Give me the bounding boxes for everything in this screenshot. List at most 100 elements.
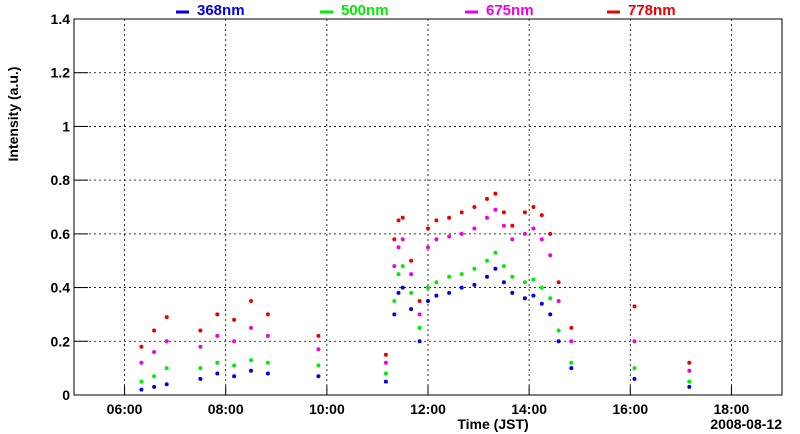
data-point xyxy=(164,366,169,371)
x-tick-label: 06:00 xyxy=(107,401,143,417)
data-point xyxy=(556,299,561,303)
data-point xyxy=(522,210,527,215)
data-point xyxy=(632,304,637,309)
data-point xyxy=(531,293,536,298)
data-point xyxy=(400,237,405,242)
x-tick-label: 18:00 xyxy=(714,401,750,417)
data-point xyxy=(396,272,401,277)
data-point xyxy=(472,226,477,231)
data-point xyxy=(232,374,237,379)
data-point xyxy=(493,266,498,271)
data-point xyxy=(501,264,506,269)
axes: 06:00 08:00 10:00 12:00 14:00 16:00 18:00 0 0.2 0… xyxy=(51,11,750,417)
data-point xyxy=(152,384,157,389)
data-point xyxy=(569,325,574,330)
data-point xyxy=(632,376,637,381)
data-point xyxy=(447,215,452,220)
data-point xyxy=(383,371,388,376)
y-tick-label: 1 xyxy=(62,118,70,134)
data-point xyxy=(687,368,692,373)
y-tick-label: 0 xyxy=(62,387,70,403)
data-point xyxy=(569,360,574,365)
data-point xyxy=(426,285,430,290)
data-point xyxy=(459,285,464,290)
data-point xyxy=(400,264,405,269)
data-point xyxy=(249,299,253,303)
data-point xyxy=(510,237,515,242)
data-point xyxy=(198,366,203,371)
y-tick-label: 1.4 xyxy=(51,11,71,27)
y-tick-label: 0.6 xyxy=(51,226,71,242)
data-point xyxy=(459,272,464,277)
data-point xyxy=(316,347,321,352)
data-point xyxy=(152,374,157,379)
data-point xyxy=(232,317,237,322)
data-point xyxy=(249,358,253,363)
data-point xyxy=(687,384,692,389)
date-label: 2008-08-12 xyxy=(710,416,782,432)
data-point xyxy=(139,344,144,349)
data-point xyxy=(687,360,692,365)
data-point xyxy=(392,264,397,269)
data-point xyxy=(493,250,498,255)
data-point xyxy=(531,205,536,209)
data-point xyxy=(539,237,544,242)
data-point xyxy=(139,360,144,365)
data-point xyxy=(164,339,169,344)
data-point xyxy=(548,296,553,301)
data-point xyxy=(447,274,452,279)
data-point xyxy=(632,366,637,371)
data-point xyxy=(396,218,401,223)
data-point xyxy=(459,210,464,215)
data-point xyxy=(316,363,321,368)
data-point xyxy=(152,350,157,354)
data-point xyxy=(417,312,422,317)
data-point xyxy=(249,325,253,330)
data-point xyxy=(485,215,489,220)
data-point xyxy=(493,207,498,212)
data-point xyxy=(215,312,220,317)
data-point xyxy=(539,285,544,290)
data-point xyxy=(687,379,692,384)
data-point xyxy=(501,210,506,215)
data-point xyxy=(472,205,477,209)
data-point xyxy=(409,272,414,277)
series-500nm xyxy=(139,250,692,384)
data-point xyxy=(396,245,401,250)
data-point xyxy=(198,376,203,381)
data-point xyxy=(215,333,220,338)
data-point xyxy=(434,280,439,285)
data-point xyxy=(383,379,388,384)
y-axis-label: Intensity (a.u.) xyxy=(5,67,21,162)
x-tick-label: 12:00 xyxy=(410,401,446,417)
data-point xyxy=(459,231,464,236)
data-point xyxy=(434,218,439,223)
data-point xyxy=(417,299,422,303)
data-point xyxy=(569,339,574,344)
legend-label: 675nm xyxy=(486,2,534,19)
data-point xyxy=(510,223,515,228)
data-point xyxy=(392,299,397,303)
data-point xyxy=(632,339,637,344)
data-point xyxy=(392,237,397,242)
x-tick-label: 10:00 xyxy=(309,401,345,417)
data-point xyxy=(409,290,414,295)
legend-label: 500nm xyxy=(341,2,389,19)
data-point xyxy=(501,280,506,285)
data-point xyxy=(139,387,144,392)
data-point xyxy=(569,366,574,371)
legend-label: 778nm xyxy=(628,2,676,19)
data-point xyxy=(485,196,489,201)
data-point xyxy=(316,374,321,379)
y-tick-label: 1.2 xyxy=(51,65,71,81)
data-point xyxy=(493,191,498,196)
x-tick-label: 08:00 xyxy=(208,401,244,417)
data-point xyxy=(472,266,477,271)
data-point xyxy=(215,360,220,365)
data-point xyxy=(198,344,203,349)
data-point xyxy=(265,333,270,338)
data-point xyxy=(409,307,414,312)
data-point xyxy=(510,290,515,295)
data-point xyxy=(501,223,506,228)
